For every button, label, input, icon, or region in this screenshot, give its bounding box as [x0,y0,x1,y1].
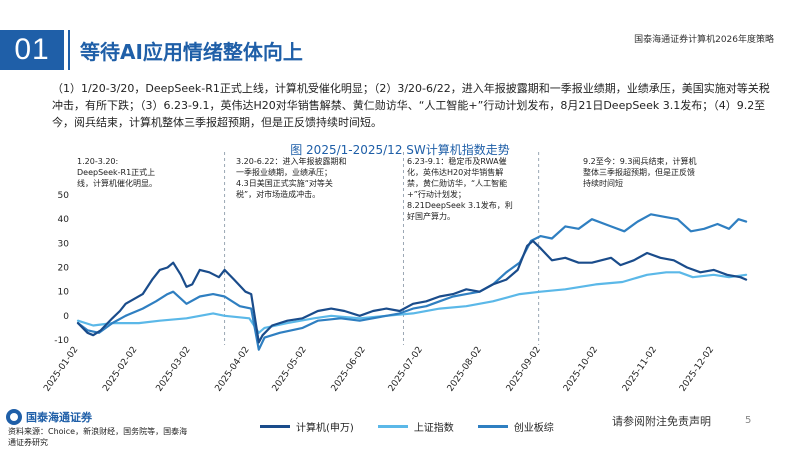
page-title: 等待AI应用情绪整体向上 [80,40,303,64]
legend-swatch-computer [260,425,290,428]
legend-label-computer: 计算机(申万) [296,423,354,434]
summary-text: （1）1/20-3/20，DeepSeek-R1正式上线，计算机受催化明显；（2… [52,82,770,129]
period-dividers [224,152,540,345]
y-tick-label: -10 [54,336,69,346]
x-tick-label: 2025-08-02 [446,345,484,394]
legend-item-computer: 计算机(申万) [260,419,354,434]
disclaimer-link[interactable]: 请参阅附注免责声明 [612,415,711,428]
report-name: 国泰海通证券计算机2026年度策略 [634,35,774,45]
legend-item-chinext: 创业板综 [477,419,554,434]
x-axis-ticks: 2025-01-02 2025-02-02 2025-03-02 2025-04-02… [42,345,716,394]
series-line-computer [76,239,748,344]
logo-text: 国泰海通证券 [26,411,92,424]
annotation-period-3: 6.23-9.1：稳定币及RWA催 化，英伟达H20对华销售解 禁，黄仁勋访华，… [407,157,513,221]
logo-mark-icon [6,409,22,425]
x-tick-label: 2025-12-02 [678,345,716,394]
x-tick-label: 2025-06-02 [330,345,368,394]
y-tick-label: 30 [58,239,70,249]
series-line-chinext [76,213,748,351]
x-tick-label: 2025-05-02 [271,345,309,394]
y-axis-ticks: -10 0 10 20 30 40 50 [54,191,69,346]
chart-title: 图 2025/1-2025/12 SW计算机指数走势 [290,143,510,157]
legend-label-sse: 上证指数 [413,423,454,434]
x-tick-label: 2025-11-02 [621,345,659,394]
x-tick-label: 2025-09-02 [505,345,543,394]
annotation-period-2: 3.20-6.22：进入年报披露期和 一季报业绩期，业绩承压； 4.3日美国正式… [236,157,347,199]
x-tick-label: 2025-10-02 [562,345,600,394]
legend-swatch-sse [377,425,408,428]
chart-legend: 计算机(申万) 上证指数 创业板综 [260,419,578,434]
x-tick-label: 2025-01-02 [42,345,80,394]
data-source: 资料来源：Choice，新浪财经，国务院等，国泰海通证券研究 [8,427,188,447]
annotation-period-4: 9.2至今：9.3阅兵结束，计算机 整体三季报超预期，但是正反馈 持续时间短 [583,157,697,188]
x-tick-label: 2025-03-02 [155,345,193,394]
x-tick-label: 2025-02-02 [101,345,139,394]
y-tick-label: 0 [63,312,69,322]
title-divider [68,30,70,70]
annotation-period-1: 1.20-3.20: DeepSeek-R1正式上 线，计算机催化明显。 [77,157,157,188]
x-tick-label: 2025-04-02 [214,345,252,394]
company-logo: 国泰海通证券 [6,408,126,426]
page-number: 5 [745,415,752,426]
y-tick-label: 50 [58,191,70,201]
x-tick-label: 2025-07-02 [387,345,425,394]
y-tick-label: 10 [58,288,70,298]
legend-swatch-chinext [477,425,508,428]
y-tick-label: 20 [58,264,70,274]
section-number: 01 [0,30,64,70]
legend-label-chinext: 创业板综 [513,423,554,434]
series-lines [76,213,748,351]
series-line-sse [76,271,748,334]
legend-item-sse: 上证指数 [377,419,454,434]
y-tick-label: 40 [58,215,70,225]
